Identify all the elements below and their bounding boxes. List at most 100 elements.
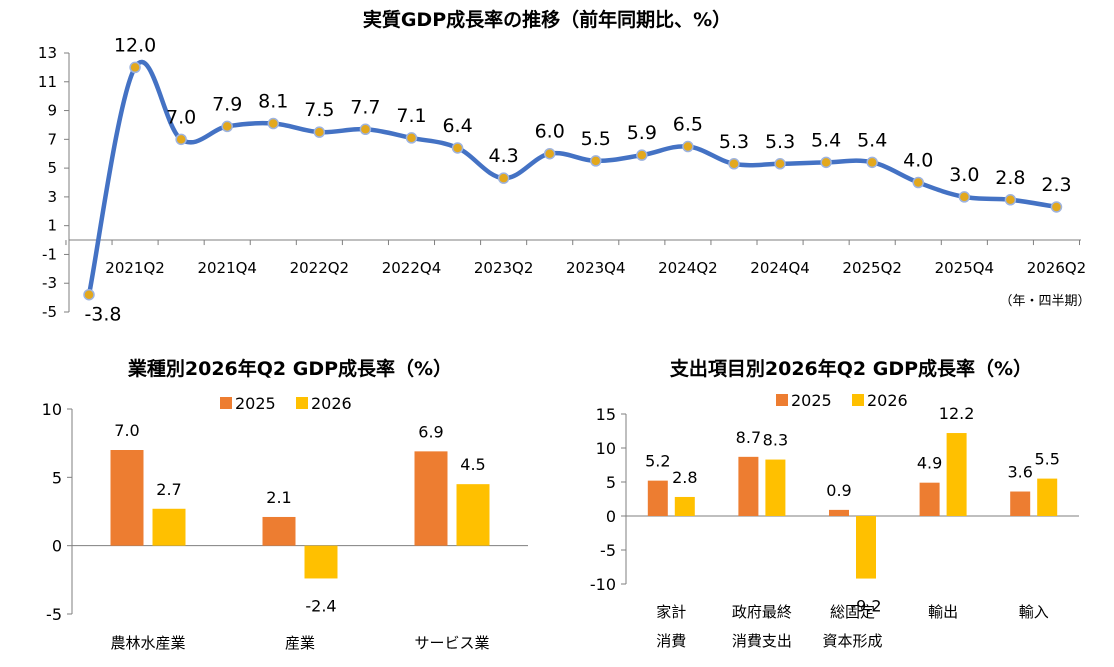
line-point [912,176,925,189]
bar-data-label: -2.4 [305,596,336,615]
legend-label: 2026 [867,391,908,410]
line-data-labels: -3.8 12.0 7.0 7.9 8.1 7.5 7.7 7.1 6.4 4.3 6.0 5.5 5.… [84,34,1071,325]
line-data-label: 8.1 [258,91,288,113]
expenditure-bar-chart: 支出項目別2026年Q2 GDP成長率（%） 2025 2026 15 10 5 0 -5… [590,357,1079,650]
bar-data-label: 3.6 [1007,463,1032,482]
bar-data-label: 5.2 [645,452,670,471]
line-point [451,142,464,154]
line-data-label: 5.4 [811,129,841,151]
line-point [728,158,740,170]
bar-2026 [856,516,876,579]
bar-data-label: 0.9 [826,481,851,500]
legend-swatch-2025 [220,397,232,409]
y-tick-label: 5 [606,473,616,492]
line-data-label: 7.5 [304,99,334,121]
category-label: 資本形成 [822,632,882,650]
category-label: 輸入 [1019,603,1049,621]
category-label: 総固定 [830,603,875,621]
line-point [1050,201,1063,213]
line-data-label: 5.3 [719,131,749,153]
industry-chart-title: 業種別2026年Q2 GDP成長率（%） [127,357,452,380]
line-data-label: -3.8 [84,304,121,326]
line-data-label: 6.4 [442,115,472,137]
y-tick-label: 7 [47,130,57,148]
bar-2025 [829,509,849,516]
category-label: 政府最終 [732,603,792,621]
line-point [267,117,280,130]
bar-2026 [152,508,186,546]
line-point [129,61,141,74]
y-tick-label: 11 [38,73,57,91]
bar-2025 [414,451,448,546]
y-tick-label: 15 [596,405,616,424]
x-tick-label: 2025Q4 [935,259,995,277]
bar-data-label: 5.5 [1034,450,1059,469]
y-tick-label: -3 [42,274,57,292]
y-tick-label: 5 [52,468,62,487]
line-point [497,172,510,184]
line-point [83,288,95,301]
line-point [774,158,786,170]
y-tick-label: -5 [46,605,62,624]
bar-data-label: 2.1 [266,488,291,507]
line-data-label: 4.3 [489,145,519,167]
industry-legend: 2025 2026 [220,394,352,413]
category-label: 消費 [656,632,686,650]
bar-2025 [919,482,940,516]
line-point [682,140,694,153]
y-tick-label: 0 [606,507,616,526]
line-data-label: 4.0 [903,150,933,172]
line-data-label: 7.7 [350,96,380,118]
line-point [1004,194,1017,206]
category-label: 農林水産業 [110,634,185,652]
bar-data-label: 2.8 [672,468,697,487]
line-chart-y-ticks: 13 11 9 7 5 3 1 -1 -3 -5 [38,44,69,321]
bar-data-label: 6.9 [418,422,443,441]
industry-bars: 7.0 2.7 農林水産業 2.1 -2.4 産業 6.9 4.5 サービス業 [110,421,489,652]
line-point [866,156,878,169]
line-point [175,133,187,146]
bar-2025 [110,450,144,546]
line-point [543,147,556,160]
y-tick-label: 13 [38,44,57,62]
legend-swatch-2025 [776,394,788,406]
bar-data-label: 8.3 [763,431,788,450]
bar-2026 [304,545,338,579]
industry-bar-chart: 業種別2026年Q2 GDP成長率（%） 2025 2026 10 5 0 -5 7.0… [42,357,528,652]
line-point [590,155,602,167]
x-tick-label: 2024Q4 [750,259,810,277]
y-tick-label: 9 [47,102,57,120]
bar-data-label: 8.7 [736,428,761,447]
line-data-label: 5.9 [627,122,657,144]
line-point [636,149,648,161]
category-label: サービス業 [414,634,489,652]
x-tick-label: 2024Q2 [658,259,718,277]
y-tick-label: -5 [600,541,616,560]
x-tick-label: 2023Q4 [566,259,626,277]
bar-data-label: -9.2 [850,597,881,616]
industry-axes: 10 5 0 -5 [42,400,528,624]
x-tick-label: 2022Q2 [290,259,350,277]
x-tick-label: 2021Q2 [105,259,165,277]
bar-2025 [1010,491,1031,516]
bar-data-label: 4.5 [460,455,485,474]
line-data-label: 7.9 [212,93,242,115]
bar-2025 [262,516,296,546]
line-point [820,156,832,169]
bar-data-label: 4.9 [917,454,942,473]
line-point [958,191,971,203]
x-tick-label: 2023Q2 [474,259,534,277]
line-data-label: 5.3 [765,131,795,153]
line-point [405,132,418,144]
x-tick-label: 2026Q2 [1027,259,1087,277]
y-tick-label: 10 [42,400,62,419]
line-chart: 実質GDP成長率の推移（前年同期比、%） 13 11 9 7 5 3 1 -1 -3 -5 202… [38,8,1091,326]
x-tick-label: 2021Q4 [197,259,257,277]
category-label: 消費支出 [732,632,792,650]
bar-2026 [1037,478,1058,516]
line-data-label: 7.0 [166,106,196,128]
bar-2026 [674,496,695,516]
bar-data-label: 2.7 [156,480,181,499]
expenditure-chart-title: 支出項目別2026年Q2 GDP成長率（%） [669,357,1032,380]
category-label: 家計 [656,603,686,621]
